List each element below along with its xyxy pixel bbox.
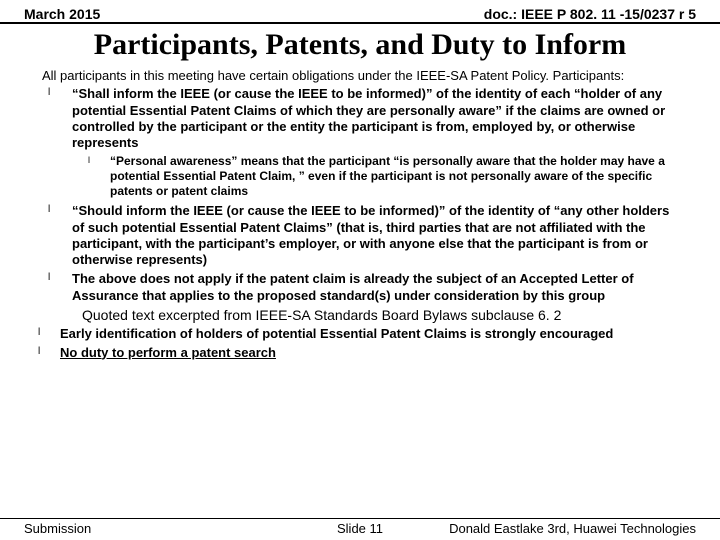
bullet-shall-inform: l “Shall inform the IEEE (or cause the I… <box>42 86 678 151</box>
header-docnum: doc.: IEEE P 802. 11 -15/0237 r 5 <box>484 6 696 22</box>
bullet-glyph: l <box>38 327 40 340</box>
bullet-text: “Shall inform the IEEE (or cause the IEE… <box>72 86 665 150</box>
bullet-no-duty: l No duty to perform a patent search <box>42 345 678 361</box>
slide-footer: Submission Slide 11 Donald Eastlake 3rd,… <box>0 518 720 536</box>
bullet-glyph: l <box>48 204 50 217</box>
bullet-glyph: l <box>38 346 40 359</box>
quoted-source: Quoted text excerpted from IEEE-SA Stand… <box>42 307 678 325</box>
bullet-should-inform: l “Should inform the IEEE (or cause the … <box>42 203 678 268</box>
bullet-text: The above does not apply if the patent c… <box>72 271 634 302</box>
bullet-glyph: l <box>88 155 90 166</box>
bullet-not-apply: l The above does not apply if the patent… <box>42 271 678 304</box>
bullet-text: Early identification of holders of poten… <box>60 326 613 341</box>
slide-header: March 2015 doc.: IEEE P 802. 11 -15/0237… <box>0 0 720 24</box>
bullet-text: “Personal awareness” means that the part… <box>110 154 665 198</box>
footer-slide-number: Slide 11 <box>337 521 383 536</box>
header-date: March 2015 <box>24 6 100 22</box>
bullet-personal-awareness: l “Personal awareness” means that the pa… <box>42 154 678 199</box>
footer-left: Submission <box>24 521 91 536</box>
bullet-glyph: l <box>48 272 50 285</box>
bullet-text: No duty to perform a patent search <box>60 345 276 360</box>
footer-author: Donald Eastlake 3rd, Huawei Technologies <box>449 521 696 536</box>
slide-title: Participants, Patents, and Duty to Infor… <box>0 24 720 68</box>
bullet-glyph: l <box>48 87 50 100</box>
slide-body: All participants in this meeting have ce… <box>0 68 720 361</box>
bullet-text: “Should inform the IEEE (or cause the IE… <box>72 203 669 267</box>
bullet-early-id: l Early identification of holders of pot… <box>42 326 678 342</box>
intro-text: All participants in this meeting have ce… <box>42 68 678 84</box>
